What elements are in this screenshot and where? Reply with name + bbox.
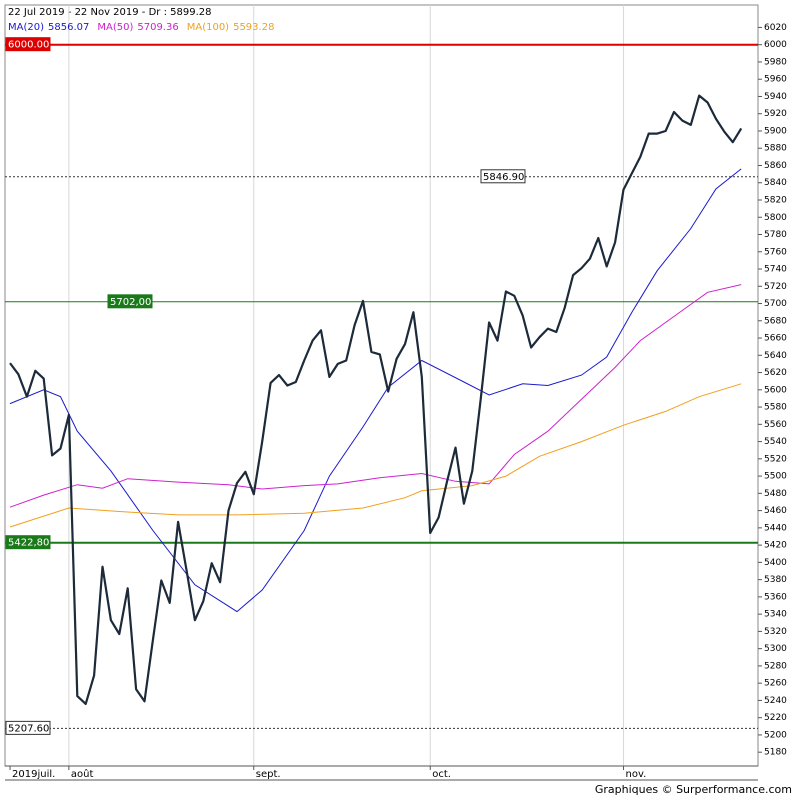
y-tick-label: 5520 [764,454,787,464]
y-tick-label: 5640 [764,351,787,361]
y-tick-label: 5320 [764,627,787,637]
plot-frame [4,4,759,767]
y-tick-label: 5340 [764,610,787,620]
x-tick-label: 2019juil. [12,769,55,780]
y-tick-label: 5900 [764,126,787,136]
y-tick-label: 5560 [764,420,787,430]
level-label: 5422,80 [5,535,51,550]
y-tick-label: 6020 [764,23,787,33]
level-label-text: 5702,00 [110,297,151,308]
y-tick-label: 5660 [764,334,787,344]
y-tick-label: 5540 [764,437,787,447]
level-label-box [5,720,51,735]
y-tick-label: 5600 [764,385,787,395]
y-tick-label: 5300 [764,644,787,654]
y-tick-label: 5960 [764,75,787,85]
y-tick-label: 5620 [764,368,787,378]
ma-line [9,284,742,508]
legend-value: 5856.07 [48,22,89,33]
legend-name: MA(100) [187,22,229,33]
y-tick-label: 5500 [764,472,787,482]
ma-line [9,383,742,528]
y-tick-label: 5180 [764,748,787,758]
chart-title: 22 Jul 2019 - 22 Nov 2019 - Dr : 5899.28 [8,7,211,18]
level-label: 5702,00 [107,294,153,309]
level-label-box [5,37,51,52]
y-tick-label: 5680 [764,316,787,326]
y-tick-label: 5980 [764,57,787,67]
y-tick-label: 5860 [764,161,787,171]
y-tick-label: 5880 [764,144,787,154]
y-tick-label: 5380 [764,575,787,585]
footer: Graphiques © Surperformance.com [595,783,792,796]
y-tick-label: 5440 [764,523,787,533]
legend-value: 5593.28 [233,22,274,33]
legend-value: 5709.36 [137,22,178,33]
y-tick-label: 5800 [764,213,787,223]
legend-name: MA(20) [8,22,44,33]
y-tick-label: 5260 [764,679,787,689]
y-tick-label: 5360 [764,592,787,602]
y-tick-label: 5840 [764,178,787,188]
level-label-box [5,535,51,550]
y-tick-label: 5760 [764,247,787,257]
y-tick-label: 5420 [764,541,787,551]
x-tick-label: nov. [626,769,647,780]
y-tick-label: 5580 [764,403,787,413]
level-label: 6000.00 [5,37,51,52]
y-tick-label: 5780 [764,230,787,240]
y-tick-label: 5280 [764,661,787,671]
x-tick-label: août [71,768,94,780]
x-tick-label: oct. [432,769,451,780]
y-tick-label: 5400 [764,558,787,568]
price-line [9,94,743,705]
level-label-box [480,169,526,184]
y-tick-label: 5920 [764,109,787,119]
y-tick-label: 5460 [764,506,787,516]
y-tick-label: 5820 [764,195,787,205]
y-tick-label: 5700 [764,299,787,309]
x-tick-label: sept. [256,769,281,780]
y-tick-label: 5740 [764,265,787,275]
level-label-box [107,294,153,309]
y-tick-label: 6000 [764,40,787,50]
level-label-text: 6000.00 [8,40,49,51]
legend-name: MA(50) [97,22,133,33]
y-tick-label: 5240 [764,696,787,706]
y-tick-label: 5720 [764,282,787,292]
level-label: 5846.90 [480,169,526,184]
level-label: 5207.60 [5,720,51,735]
y-tick-label: 5200 [764,730,787,740]
level-label-text: 5846.90 [483,172,524,183]
y-tick-label: 5220 [764,713,787,723]
y-tick-label: 5940 [764,92,787,102]
level-label-text: 5422,80 [8,538,49,549]
y-tick-label: 5480 [764,489,787,499]
level-label-text: 5207.60 [8,723,49,734]
